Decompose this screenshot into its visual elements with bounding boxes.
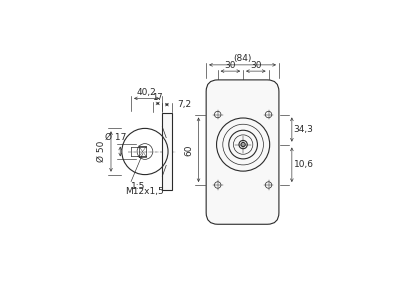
Text: Ø 50: Ø 50 — [97, 141, 106, 162]
Text: M12x1,5: M12x1,5 — [125, 187, 164, 196]
Text: 30: 30 — [250, 61, 262, 70]
Text: 60: 60 — [184, 144, 194, 155]
Text: 40,2: 40,2 — [137, 88, 156, 97]
Text: (84): (84) — [233, 54, 252, 63]
FancyBboxPatch shape — [206, 80, 279, 224]
Text: Ø 17: Ø 17 — [105, 133, 126, 142]
Text: 7,2: 7,2 — [177, 100, 192, 109]
Text: 34,3: 34,3 — [294, 125, 313, 134]
Text: 1:5: 1:5 — [131, 182, 145, 191]
Text: 17: 17 — [152, 93, 163, 102]
Text: 30: 30 — [225, 61, 236, 70]
Bar — [162, 113, 172, 190]
Text: 10,6: 10,6 — [294, 160, 314, 169]
